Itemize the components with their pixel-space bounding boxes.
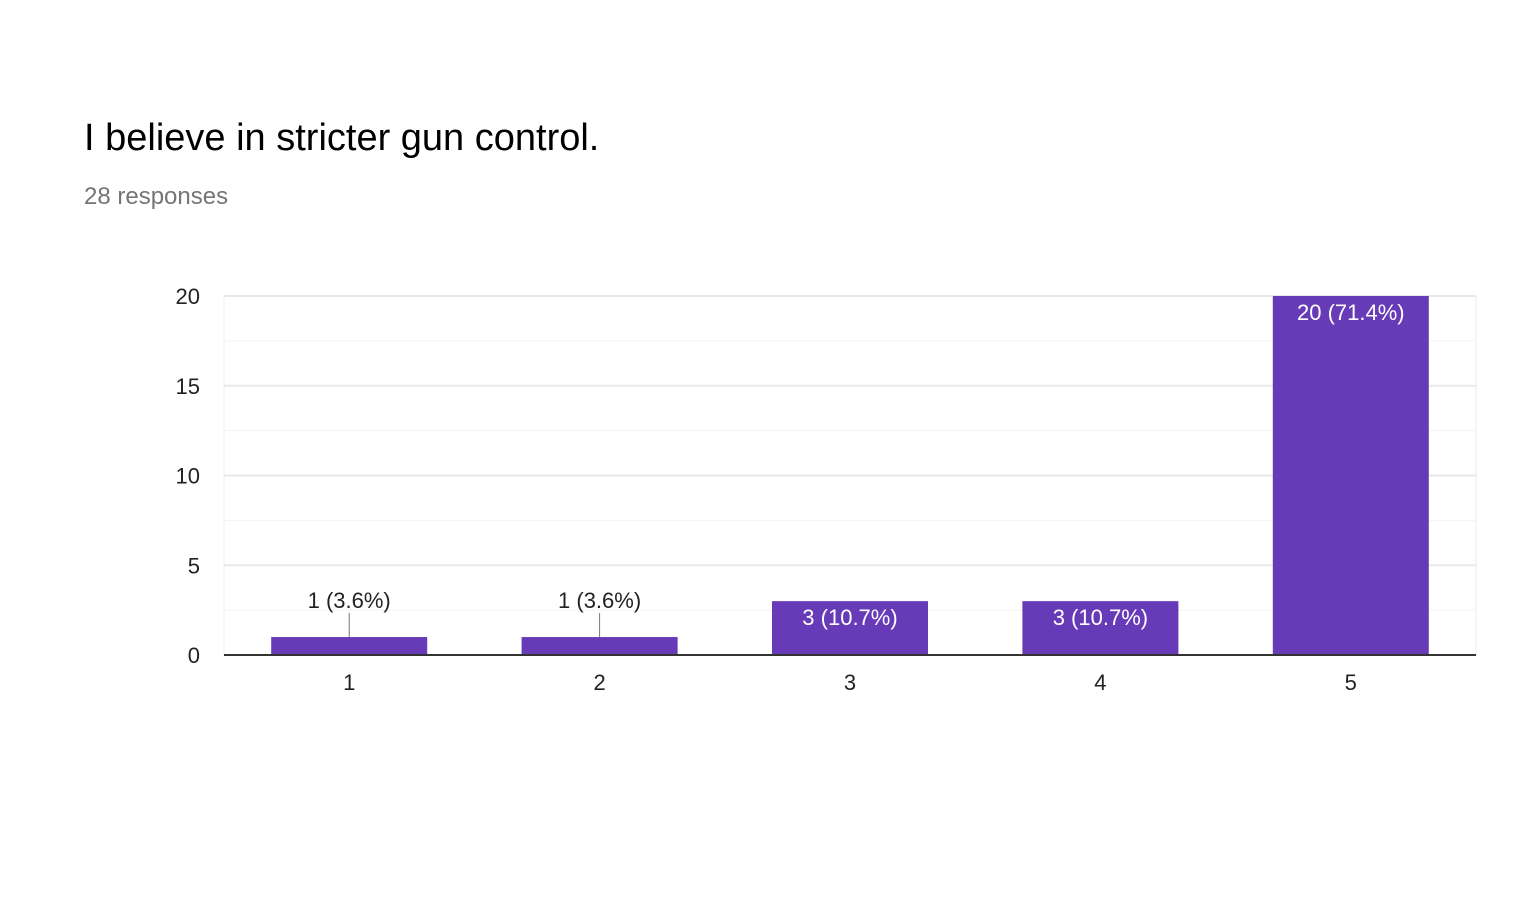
y-tick-label: 15 <box>176 374 200 399</box>
response-count: 28 responses <box>84 183 229 210</box>
bar <box>1022 601 1179 655</box>
y-tick-label: 20 <box>176 284 200 309</box>
bar <box>521 637 678 655</box>
data-label: 20 (71.4%) <box>1297 300 1405 325</box>
x-tick-label: 1 <box>343 670 355 695</box>
data-label: 1 (3.6%) <box>558 588 641 613</box>
bars: 1 (3.6%) 1 (3.6%) 3 (10.7%) 3 (10.7%) 20 (71… <box>271 296 1429 655</box>
y-tick-label: 10 <box>176 464 200 489</box>
x-tick-label: 4 <box>1094 670 1106 695</box>
data-label: 1 (3.6%) <box>308 588 391 613</box>
gridlines <box>224 295 1476 611</box>
data-label: 3 (10.7%) <box>1053 605 1148 630</box>
data-label: 3 (10.7%) <box>802 605 897 630</box>
bar <box>772 601 928 655</box>
x-tick-label: 3 <box>844 670 856 695</box>
y-axis-ticks: 0 5 10 15 20 <box>176 284 200 668</box>
x-tick-label: 2 <box>593 670 605 695</box>
bar <box>271 637 428 655</box>
y-tick-label: 0 <box>188 643 200 668</box>
question-title: I believe in stricter gun control. <box>84 117 600 159</box>
x-axis-ticks: 1 2 3 4 5 <box>343 670 1357 695</box>
bar <box>1272 296 1429 655</box>
y-tick-label: 5 <box>188 553 200 578</box>
x-tick-label: 5 <box>1345 670 1357 695</box>
